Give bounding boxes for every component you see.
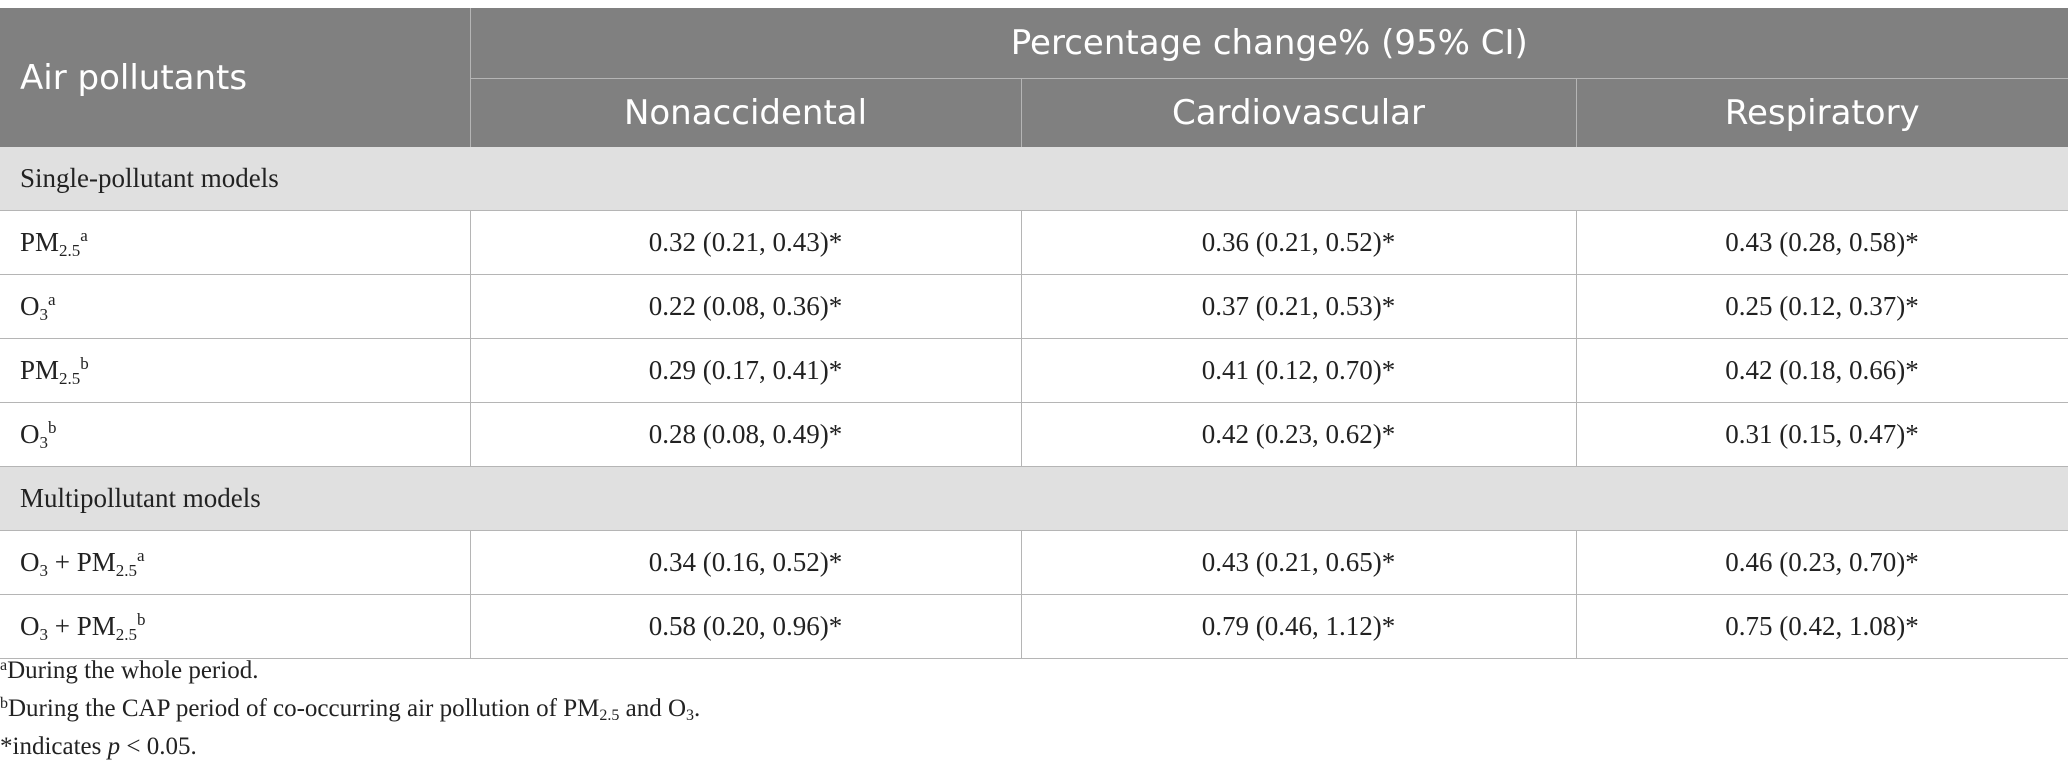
section-row: Multipollutant models (0, 466, 2068, 531)
value-respiratory: 0.46 (0.23, 0.70)* (1576, 530, 2068, 595)
footnote-b: bDuring the CAP period of co-occurring a… (0, 695, 701, 724)
value-cardiovascular: 0.43 (0.21, 0.65)* (1021, 530, 1577, 595)
value-respiratory: 0.31 (0.15, 0.47)* (1576, 402, 2068, 467)
table-row: O3 + PM2.5a 0.34 (0.16, 0.52)* 0.43 (0.2… (0, 530, 2068, 595)
table-row: PM2.5a 0.32 (0.21, 0.43)* 0.36 (0.21, 0.… (0, 210, 2068, 275)
value-respiratory: 0.75 (0.42, 1.08)* (1576, 594, 2068, 659)
value-cardiovascular: 0.42 (0.23, 0.62)* (1021, 402, 1577, 467)
table-row: PM2.5b 0.29 (0.17, 0.41)* 0.41 (0.12, 0.… (0, 338, 2068, 403)
header-air-pollutants: Air pollutants (0, 8, 471, 147)
pollutant-label: O3 + PM2.5a (0, 530, 471, 595)
table-row: O3 + PM2.5b 0.58 (0.20, 0.96)* 0.79 (0.4… (0, 594, 2068, 659)
value-nonaccidental: 0.32 (0.21, 0.43)* (470, 210, 1022, 275)
pollutant-label: O3 + PM2.5b (0, 594, 471, 659)
value-nonaccidental: 0.28 (0.08, 0.49)* (470, 402, 1022, 467)
header-percentage-change: Percentage change% (95% CI) (470, 8, 2068, 79)
value-respiratory: 0.42 (0.18, 0.66)* (1576, 338, 2068, 403)
value-respiratory: 0.43 (0.28, 0.58)* (1576, 210, 2068, 275)
value-nonaccidental: 0.34 (0.16, 0.52)* (470, 530, 1022, 595)
section-title-multi: Multipollutant models (0, 466, 2068, 531)
value-cardiovascular: 0.41 (0.12, 0.70)* (1021, 338, 1577, 403)
pollutant-table: Air pollutants Percentage change% (95% C… (0, 8, 2068, 659)
header-cardiovascular: Cardiovascular (1021, 78, 1577, 147)
pollutant-label: O3b (0, 402, 471, 467)
table-row: O3b 0.28 (0.08, 0.49)* 0.42 (0.23, 0.62)… (0, 402, 2068, 467)
table-row: O3a 0.22 (0.08, 0.36)* 0.37 (0.21, 0.53)… (0, 274, 2068, 339)
section-row: Single-pollutant models (0, 147, 2068, 211)
header-nonaccidental: Nonaccidental (470, 78, 1022, 147)
pollutant-label: O3a (0, 274, 471, 339)
section-title-single: Single-pollutant models (0, 147, 2068, 211)
value-nonaccidental: 0.22 (0.08, 0.36)* (470, 274, 1022, 339)
value-nonaccidental: 0.29 (0.17, 0.41)* (470, 338, 1022, 403)
value-respiratory: 0.25 (0.12, 0.37)* (1576, 274, 2068, 339)
header-respiratory: Respiratory (1576, 78, 2068, 147)
footnotes: aDuring the whole period. bDuring the CA… (0, 652, 700, 766)
value-cardiovascular: 0.37 (0.21, 0.53)* (1021, 274, 1577, 339)
footnote-significance: *indicates p < 0.05. (0, 733, 197, 760)
footnote-a: aDuring the whole period. (0, 657, 259, 684)
table-container: Air pollutants Percentage change% (95% C… (0, 8, 2068, 659)
pollutant-label: PM2.5b (0, 338, 471, 403)
value-nonaccidental: 0.58 (0.20, 0.96)* (470, 594, 1022, 659)
pollutant-label: PM2.5a (0, 210, 471, 275)
value-cardiovascular: 0.36 (0.21, 0.52)* (1021, 210, 1577, 275)
value-cardiovascular: 0.79 (0.46, 1.12)* (1021, 594, 1577, 659)
